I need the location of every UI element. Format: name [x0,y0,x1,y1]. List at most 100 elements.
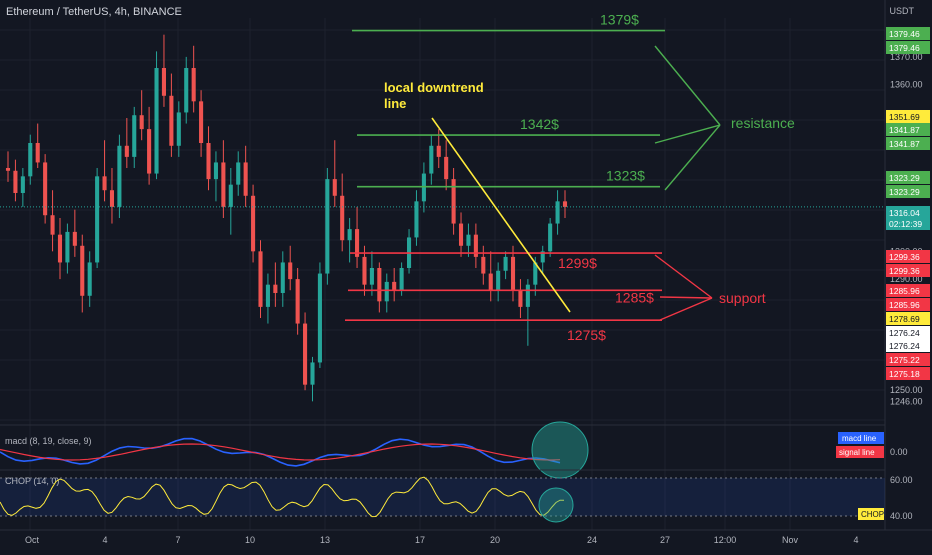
candle-body [347,229,352,241]
candle-body [139,115,144,130]
candle-body [444,156,449,180]
level-label: 1379$ [600,12,639,28]
candle-body [496,270,501,291]
price-badge [886,137,930,150]
candle-body [102,176,107,191]
time-axis-label: 13 [320,535,330,545]
candle-body [72,231,77,246]
candle-body [414,201,419,238]
currency-label: USDT [889,6,915,16]
price-badge-text: 1278.69 [889,314,920,324]
time-axis-label: 4 [853,535,858,545]
candle-body [510,256,516,291]
time-axis-label: Oct [25,535,40,545]
chop-badge-text: CHOP [861,510,884,519]
signal-line [0,443,561,461]
candle-body [65,231,70,263]
candle-body [28,143,33,177]
price-badge-text: 1323.29 [889,173,920,183]
candle-body [20,176,25,193]
time-axis-label: 12:00 [714,535,737,545]
candle-body [236,162,241,185]
time-axis-label: 27 [660,535,670,545]
price-badge [886,326,930,339]
price-badge-text: 1285.96 [889,286,920,296]
level-label: 1299$ [558,255,597,271]
price-badge [886,41,930,54]
price-badge-text: 1299.36 [889,266,920,276]
level-label: 1285$ [615,289,654,305]
price-badge [886,264,930,277]
macd-line [0,437,561,467]
price-badge [886,339,930,352]
level-label: 1342$ [520,116,559,132]
macd-label: macd (8, 19, close, 9) [5,436,92,446]
price-badge [886,367,930,380]
candle-body [317,273,322,363]
price-tick-label: 1250.00 [890,385,923,395]
price-badge-text: 1316.04 [889,208,920,218]
candle-body [548,223,553,252]
candle-body [273,284,278,293]
chop-label: CHOP (14, 0) [5,476,59,486]
price-badge [886,284,930,297]
candle-body [369,268,374,285]
level-label: 1323$ [606,168,645,184]
price-tick-label: 1370.00 [890,52,923,62]
symbol-header[interactable]: Ethereum / TetherUS, 4h, BINANCE [6,6,182,18]
candle-body [95,176,100,263]
support-arrow [659,297,713,321]
price-badge [886,171,930,184]
candle-body [518,290,523,307]
time-axis-label: 20 [490,535,500,545]
time-axis-label: 7 [175,535,180,545]
candle-body [57,234,63,263]
candle-body [228,184,233,207]
price-badge [886,217,930,230]
candle-body [458,223,464,246]
candle-body [466,234,471,246]
candle-body [355,229,360,257]
candle-body [169,95,174,146]
candle-body [161,68,167,96]
time-axis-label: 10 [245,535,255,545]
support-label: support [719,290,766,306]
time-axis-label: 4 [102,535,107,545]
candle-body [525,284,530,307]
candle-body [132,115,137,157]
candle-body [154,68,159,174]
candle-body [436,145,441,157]
candle-body [258,251,263,307]
chop-line [0,476,564,518]
candle-body [555,201,560,224]
candle-body [147,129,152,174]
price-badge [886,27,930,40]
price-badge-text: 1323.29 [889,187,920,197]
candle-body [124,145,129,157]
candle-body [340,195,345,241]
price-badge-text: 1341.87 [889,125,920,135]
support-arrow [659,296,713,299]
candle-body [221,162,226,207]
price-tick-label: 1246.00 [890,396,923,406]
price-badge [886,298,930,311]
candle-body [377,268,382,302]
price-badge-text: 1275.22 [889,355,920,365]
candle-body [213,162,218,180]
candle-body [280,262,285,293]
candle-body [310,362,315,385]
candle-body [295,279,300,324]
downtrend-label: line [384,96,406,111]
candle-body [184,68,189,113]
candle-body [265,284,270,307]
candle-body [399,268,404,291]
downtrend-line [431,117,571,313]
candle-body [481,256,486,274]
candle-body [392,281,397,291]
time-axis-label: Nov [782,535,799,545]
candle-body [80,245,85,296]
chop-band [0,478,885,516]
candle-body [303,323,308,385]
